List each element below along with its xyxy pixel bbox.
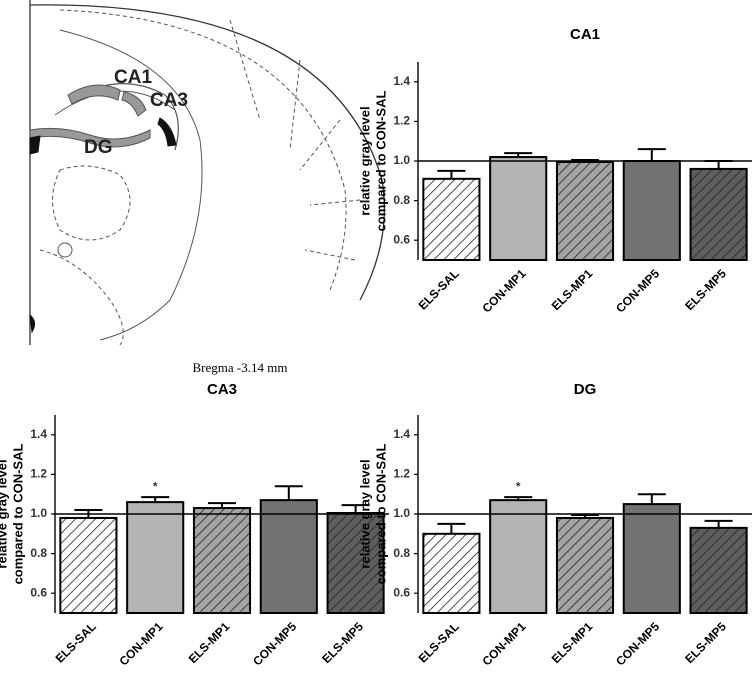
chart-title: CA3	[207, 381, 237, 398]
bar	[622, 503, 681, 615]
bar	[489, 156, 548, 261]
bar	[59, 516, 118, 615]
x-tick-label: ELS-MP5	[319, 619, 366, 666]
bar	[326, 512, 385, 615]
caption: Bregma -3.14 mm	[193, 360, 288, 375]
y-axis-label: compared to CON-SAL	[373, 91, 388, 232]
x-tick-label: ELS-MP5	[682, 266, 729, 313]
bar	[555, 160, 615, 262]
y-axis-label: relative gray level	[0, 459, 9, 568]
y-tick-label: 0.6	[30, 585, 47, 599]
x-tick-label: ELS-SAL	[416, 619, 462, 665]
region-label: DG	[84, 137, 113, 158]
chart-title: CA1	[570, 26, 600, 43]
x-tick-label: ELS-SAL	[416, 266, 462, 312]
y-tick-label: 1.4	[393, 74, 410, 88]
chart-title: DG	[574, 381, 597, 398]
region-label: CA3	[150, 90, 188, 111]
y-tick-label: 1.2	[393, 114, 410, 128]
x-tick-label: CON-MP5	[613, 266, 662, 315]
x-tick-label: ELS-MP1	[549, 266, 596, 313]
bar	[489, 499, 548, 615]
y-axis-label: compared to CON-SAL	[373, 444, 388, 585]
x-tick-label: CON-MP5	[250, 619, 299, 668]
y-tick-label: 1.0	[393, 506, 410, 520]
bar	[259, 499, 318, 615]
significance-marker: *	[153, 479, 158, 493]
x-tick-label: ELS-MP1	[186, 619, 233, 666]
brain-diagram	[29, 0, 386, 346]
bar	[689, 526, 748, 614]
y-tick-label: 1.2	[30, 467, 47, 481]
x-tick-label: ELS-MP5	[682, 619, 729, 666]
y-tick-label: 0.8	[30, 546, 47, 560]
x-tick-label: CON-MP1	[480, 266, 529, 315]
y-axis-label: compared to CON-SAL	[10, 444, 25, 585]
y-tick-label: 1.4	[30, 427, 47, 441]
bar	[622, 160, 681, 261]
x-tick-label: ELS-SAL	[53, 619, 99, 665]
y-tick-label: 0.8	[393, 546, 410, 560]
y-tick-label: 1.4	[393, 427, 410, 441]
x-tick-label: CON-MP5	[613, 619, 662, 668]
y-tick-label: 0.8	[393, 193, 410, 207]
bar	[689, 167, 748, 261]
y-tick-label: 1.0	[30, 506, 47, 520]
x-tick-label: CON-MP1	[117, 619, 166, 668]
bar	[422, 177, 481, 262]
significance-marker: *	[516, 479, 521, 493]
bar	[192, 507, 252, 614]
y-tick-label: 1.0	[393, 153, 410, 167]
y-axis-label: relative gray level	[357, 459, 372, 568]
x-tick-label: CON-MP1	[480, 619, 529, 668]
x-tick-label: ELS-MP1	[549, 619, 596, 666]
bar	[422, 532, 481, 614]
y-tick-label: 0.6	[393, 232, 410, 246]
y-axis-label: relative gray level	[357, 106, 372, 215]
y-tick-label: 1.2	[393, 467, 410, 481]
bar	[555, 516, 615, 615]
bar	[126, 501, 185, 614]
region-label: CA1	[114, 67, 152, 88]
y-tick-label: 0.6	[393, 585, 410, 599]
